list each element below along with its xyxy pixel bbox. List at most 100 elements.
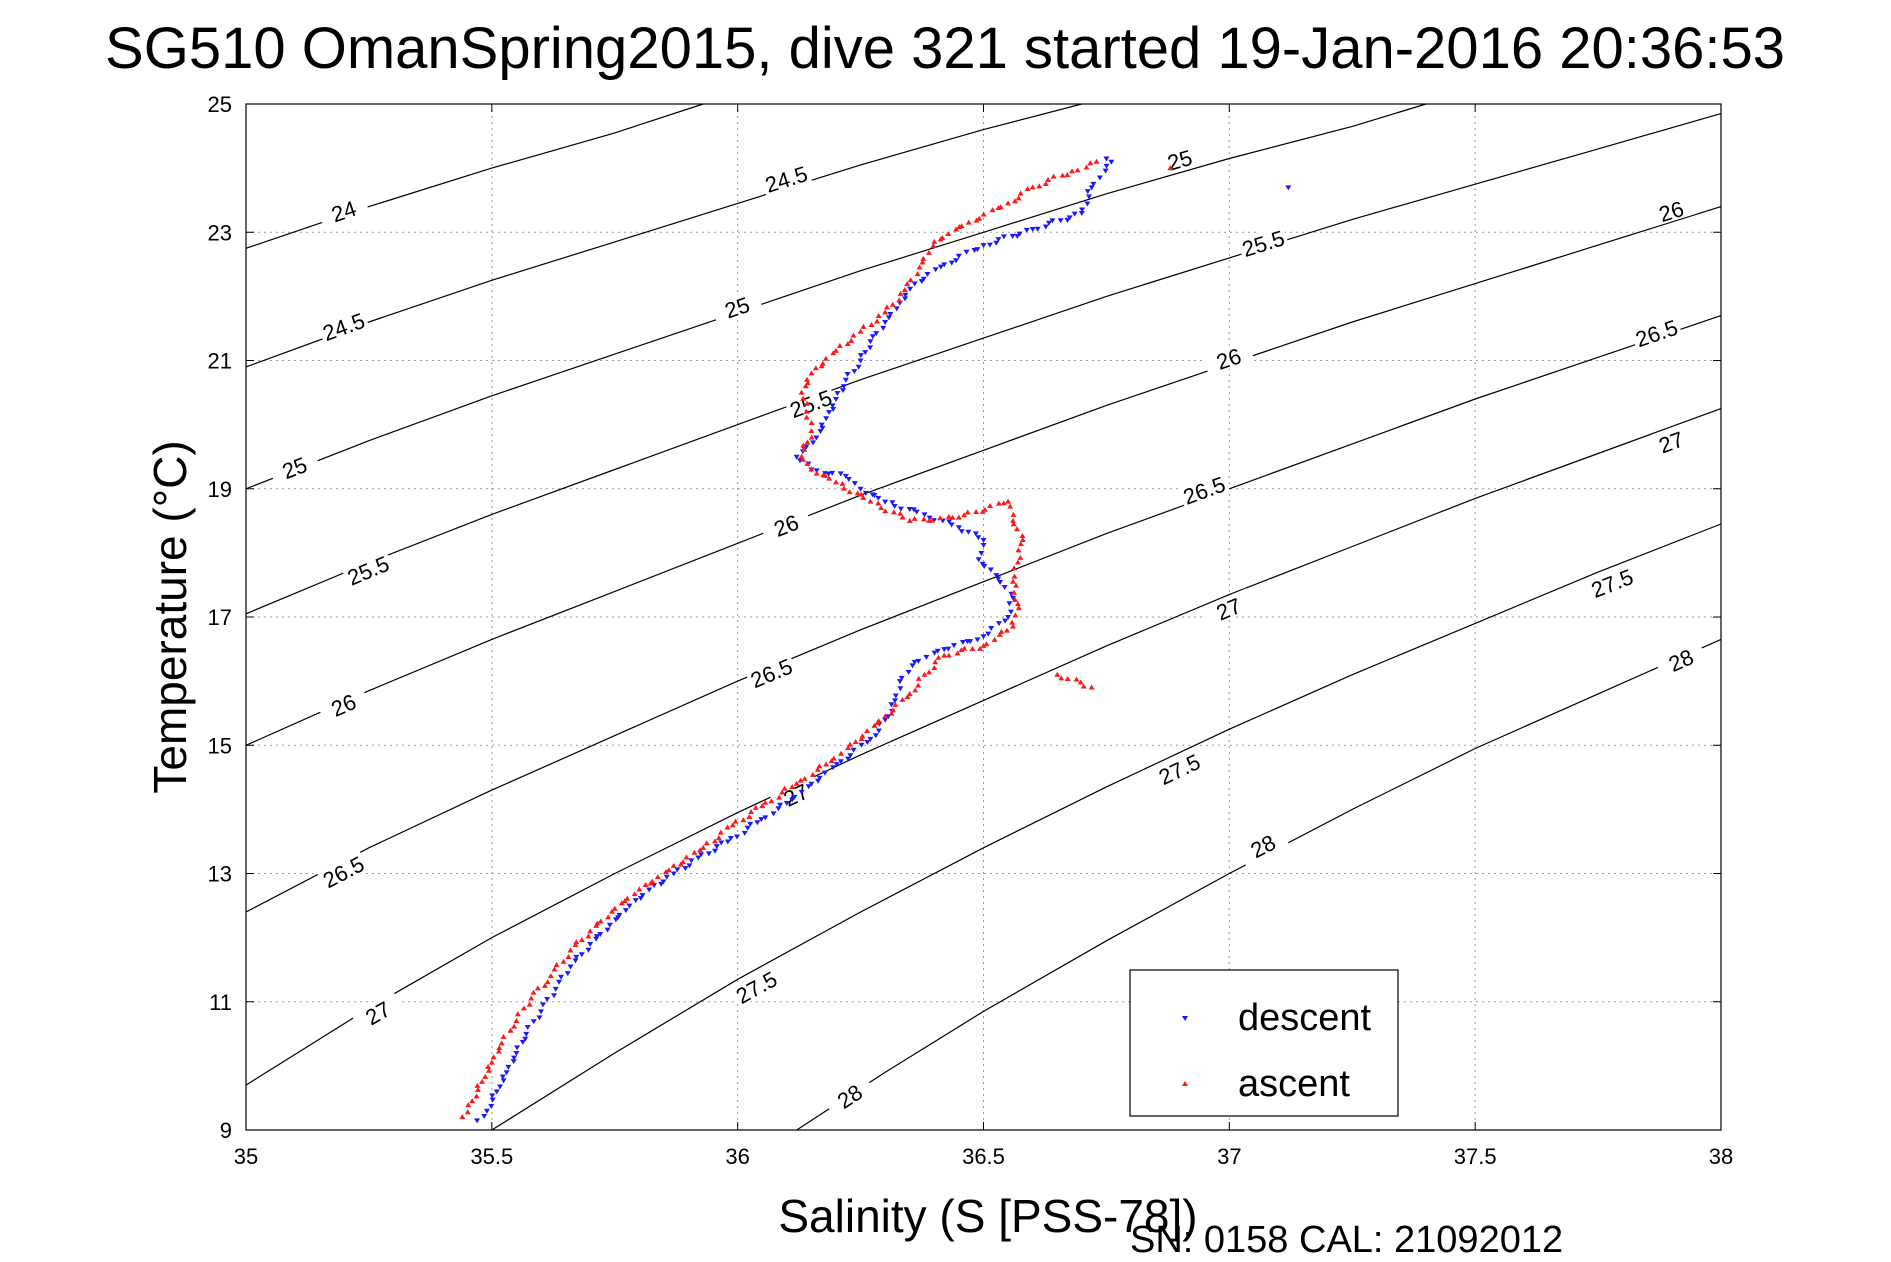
ascent-point: [618, 900, 625, 906]
descent-point: [695, 855, 702, 861]
descent-point: [845, 477, 852, 483]
ascent-point: [899, 514, 906, 520]
isopycnal-label: 28: [1236, 824, 1289, 867]
descent-point: [530, 1019, 537, 1025]
isopycnal-label-text: 25.5: [1239, 225, 1287, 262]
ascent-point: [1013, 526, 1020, 532]
descent-point: [910, 507, 917, 513]
descent-point: [572, 958, 579, 964]
descent-point: [974, 247, 981, 253]
isopycnal-label-bg: [822, 1073, 876, 1118]
ascent-point: [904, 281, 911, 287]
ascent-point: [820, 472, 827, 478]
descent-point: [980, 634, 987, 640]
descent-point: [1078, 211, 1085, 217]
y-tick-labels: 9 11 13 15 17 19 21 23 25: [208, 92, 1721, 1143]
ascent-point: [797, 777, 804, 783]
descent-point: [544, 996, 551, 1002]
isopycnal-label: 25.5: [784, 384, 837, 423]
ascent-point: [498, 1040, 505, 1046]
ascent-point: [748, 808, 755, 814]
ascent-point: [578, 937, 585, 943]
ascent-point: [925, 249, 932, 255]
descent-point: [920, 276, 927, 282]
ascent-point: [1073, 676, 1080, 682]
descent-point: [705, 851, 712, 857]
legend-marker-ascent: [1182, 1081, 1188, 1086]
ascent-point: [697, 847, 704, 853]
ascent-point: [1074, 167, 1081, 173]
descent-point: [867, 736, 874, 742]
ascent-point: [534, 985, 541, 991]
descent-point: [604, 927, 611, 933]
ascent-point: [605, 914, 612, 920]
ascent-point: [878, 505, 885, 511]
descent-point: [791, 794, 798, 800]
ascent-point: [867, 498, 874, 504]
ascent-point: [955, 514, 962, 520]
descent-point: [540, 1002, 547, 1008]
descent-point: [1064, 217, 1071, 223]
isopycnal-label-bg: [1654, 639, 1707, 679]
descent-point: [496, 1084, 503, 1090]
ascent-point: [1012, 612, 1019, 618]
descent-point: [953, 258, 960, 264]
ascent-point: [551, 966, 558, 972]
descent-point: [934, 648, 941, 654]
ascent-point: [920, 255, 927, 261]
descent-point: [913, 509, 920, 515]
descent-point: [885, 315, 892, 321]
isopycnal-label: 26.5: [316, 849, 370, 893]
ascent-point: [1000, 500, 1007, 506]
descent-point: [932, 267, 939, 273]
descent-point: [950, 643, 957, 649]
descent-point: [522, 1036, 529, 1042]
ascent-point: [801, 775, 808, 781]
ascent-point: [860, 494, 867, 500]
ascent-point: [819, 360, 826, 366]
ascent-point: [814, 766, 821, 772]
descent-point: [632, 898, 639, 904]
ascent-point: [983, 641, 990, 647]
descent-point: [941, 262, 948, 268]
y-tick-label: 21: [208, 349, 232, 374]
ascent-point: [1013, 582, 1020, 588]
ascent-point: [808, 420, 815, 426]
ascent-point: [911, 515, 918, 521]
isopycnal-line: [245, 103, 1082, 368]
ascent-point: [597, 918, 604, 924]
descent-point: [980, 538, 987, 544]
isopycnal-label-bg: [351, 990, 404, 1034]
descent-point: [758, 817, 765, 823]
descent-point: [663, 874, 670, 880]
descent-point: [955, 253, 962, 259]
descent-point: [1071, 211, 1078, 217]
ascent-point: [585, 933, 592, 939]
descent-point: [905, 669, 912, 675]
ascent-point: [520, 1005, 527, 1011]
ascent-point: [474, 1082, 481, 1088]
descent-point: [857, 353, 864, 359]
ascent-point: [977, 645, 984, 651]
descent-point: [980, 243, 987, 249]
ascent-point: [1014, 601, 1021, 607]
ascent-point: [759, 803, 766, 809]
isopycnal-label: 27: [351, 990, 404, 1034]
ascent-point: [1011, 589, 1018, 595]
ascent-point: [958, 647, 965, 653]
ascent-point: [852, 739, 859, 745]
descent-point: [474, 1118, 481, 1124]
descent-point: [762, 815, 769, 821]
descent-point: [639, 893, 646, 899]
descent-point: [536, 1015, 543, 1021]
ascent-point: [892, 701, 899, 707]
descent-point: [805, 784, 812, 790]
isopycnal-label-bg: [1236, 824, 1289, 867]
ascent-point: [1058, 675, 1065, 681]
descent-point: [1010, 595, 1016, 601]
ascent-point: [882, 508, 889, 514]
descent-point: [821, 770, 828, 776]
ascent-point: [882, 309, 889, 315]
descent-point: [958, 529, 965, 535]
